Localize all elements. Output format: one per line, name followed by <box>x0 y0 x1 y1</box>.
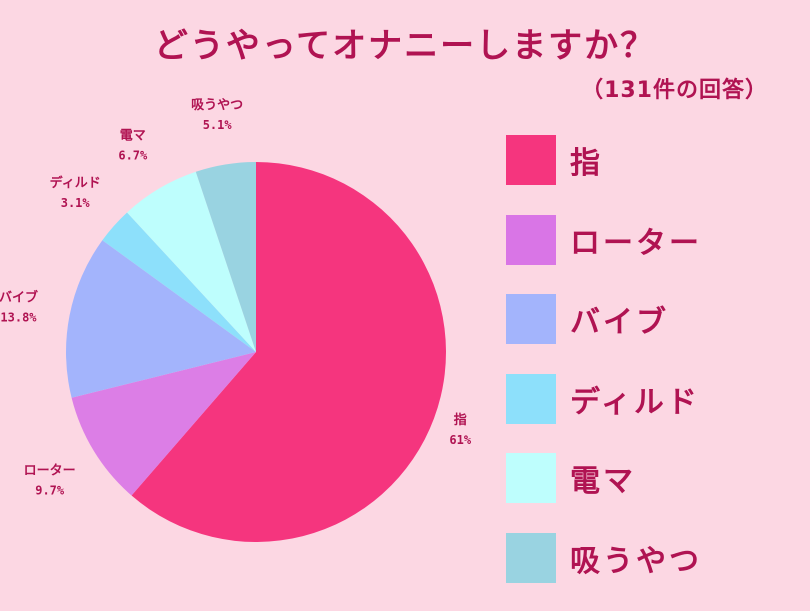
chart-title: どうやってオナニーしますか？ <box>153 26 657 66</box>
pie-slice-4 <box>127 171 256 352</box>
slice-value-4: 6.7% <box>118 149 148 163</box>
legend-item-dildo: ディルド <box>506 373 702 425</box>
chart-subtitle: （131件の回答） <box>581 78 768 103</box>
slice-label-1: ローター <box>24 463 76 478</box>
slice-label-4: 電マ <box>120 129 146 144</box>
legend-swatch <box>506 214 556 265</box>
legend-item-denma: 電マ <box>506 452 702 504</box>
slice-value-0: 61% <box>449 433 471 447</box>
legend-label: 電マ <box>570 464 636 499</box>
slice-value-5: 5.1% <box>203 118 233 132</box>
legend-label: バイブ <box>570 305 669 340</box>
pie-slice-1 <box>71 352 257 496</box>
legend: 指 ローター バイブ ディルド 電マ 吸うやつ <box>506 134 702 611</box>
slice-value-3: 3.1% <box>61 196 91 210</box>
pie-slice-3 <box>102 212 257 352</box>
pie-labels: 指 61% ローター 9.7% バイブ 13.8% ディルド 3.1% 電マ 6.7% 吸うやつ 5.… <box>0 98 472 497</box>
slice-label-5: 吸うやつ <box>191 98 243 113</box>
legend-swatch <box>506 373 556 424</box>
pie-slice-0 <box>131 162 446 542</box>
legend-swatch <box>506 532 556 583</box>
pie-slices <box>66 162 446 542</box>
legend-item-rotor: ローター <box>506 214 702 266</box>
pie-slice-5 <box>195 162 256 352</box>
legend-item-suction: 吸うやつ <box>506 532 702 584</box>
slice-value-2: 13.8% <box>0 311 37 325</box>
slice-label-2: バイブ <box>0 290 38 306</box>
slice-label-0: 指 <box>454 412 467 428</box>
legend-item-finger: 指 <box>506 134 702 186</box>
pie-slice-2 <box>66 240 257 398</box>
slice-label-3: ディルド <box>50 175 101 191</box>
legend-item-vibe: バイブ <box>506 293 702 345</box>
legend-label: 指 <box>570 146 603 181</box>
legend-swatch <box>506 294 556 344</box>
legend-label: ローター <box>570 225 702 261</box>
legend-label: 吸うやつ <box>570 543 702 579</box>
legend-label: ディルド <box>570 384 700 420</box>
legend-swatch <box>506 135 556 185</box>
slice-value-1: 9.7% <box>35 483 65 497</box>
legend-swatch <box>506 453 556 503</box>
